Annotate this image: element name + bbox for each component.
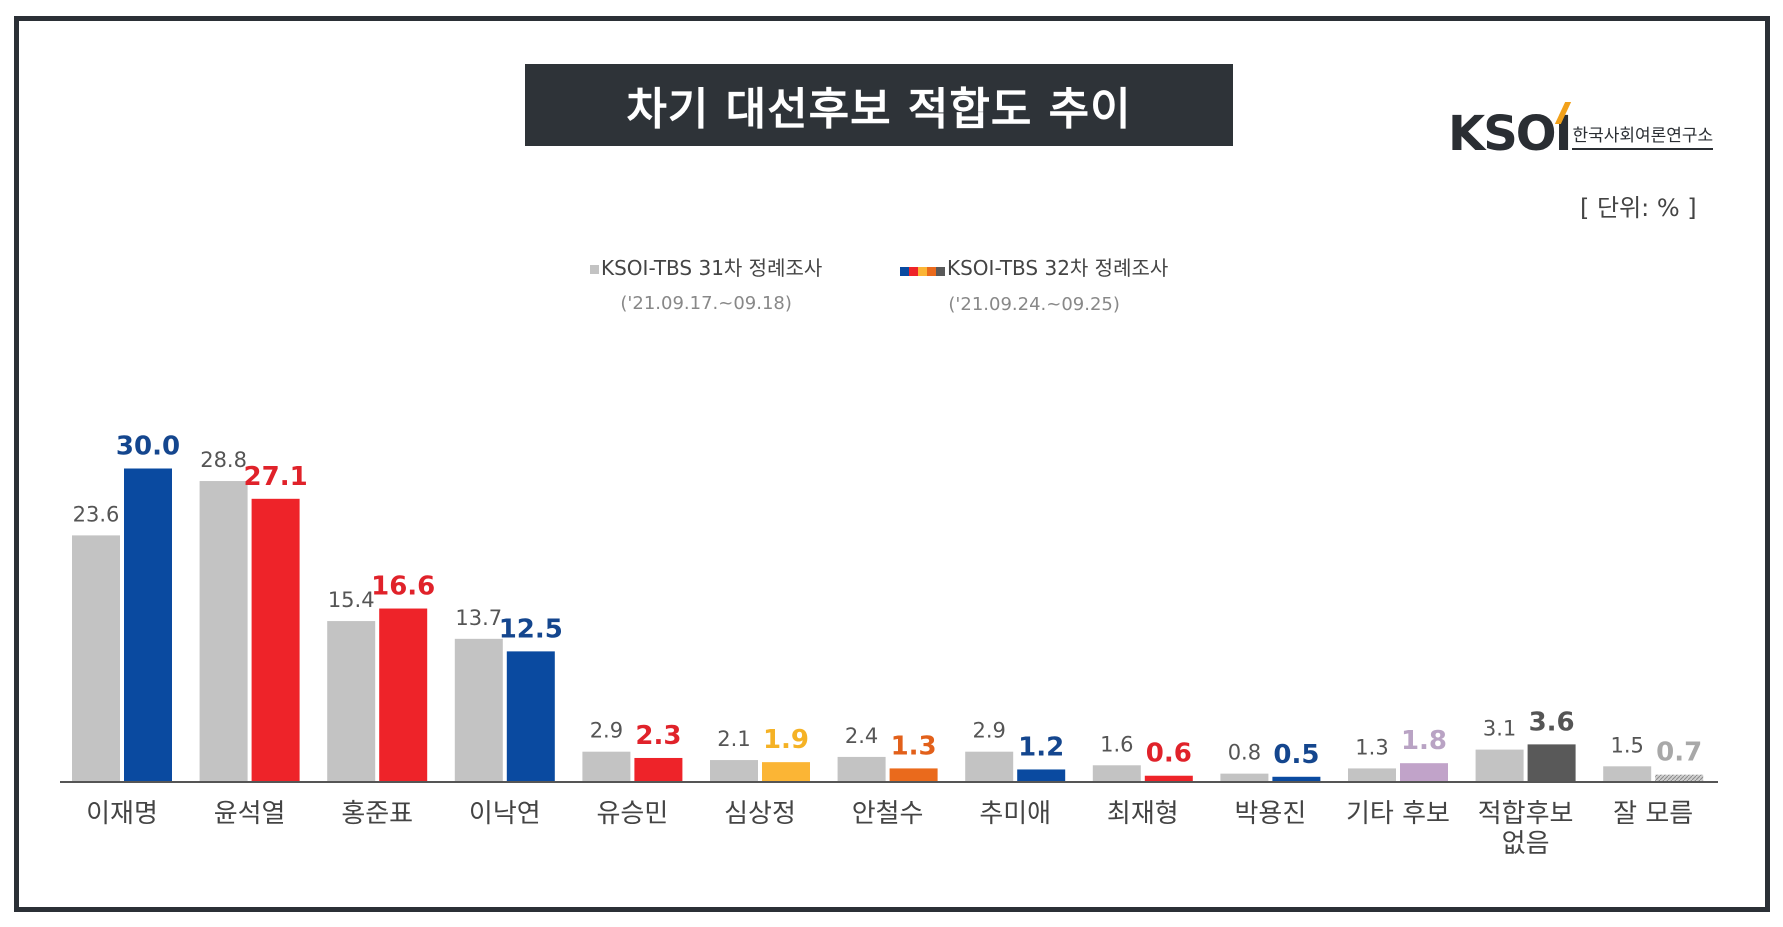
value-label-32-6: 1.3 [891, 731, 937, 761]
bar-32-0 [124, 468, 172, 782]
legend-date-31: ('21.09.17.~09.18) [620, 293, 792, 314]
value-label-32-9: 0.5 [1273, 740, 1319, 770]
bar-31-5 [710, 760, 758, 782]
category-label-2: 홍준표 [341, 799, 413, 829]
legend-label-32: KSOI-TBS 32차 정례조사 [947, 256, 1169, 280]
value-label-31-12: 1.5 [1610, 733, 1643, 757]
category-label-1: 윤석열 [214, 799, 286, 829]
legend-swatch-gray-icon [590, 265, 599, 274]
value-label-31-1: 28.8 [200, 448, 247, 472]
bar-32-8 [1144, 775, 1193, 782]
logo-mark: KSOI [1448, 106, 1572, 162]
category-label-0: 이재명 [86, 799, 158, 829]
legend-swatch-multicolor-icon [900, 258, 947, 282]
bar-32-9 [1272, 776, 1321, 782]
bar-31-2 [327, 621, 376, 782]
value-label-31-10: 1.3 [1355, 735, 1388, 759]
value-label-32-1: 27.1 [244, 462, 308, 492]
value-label-31-9: 0.8 [1228, 741, 1261, 765]
legend-date-32: ('21.09.24.~09.25) [948, 293, 1120, 315]
bar-32-1 [251, 498, 300, 782]
value-label-31-11: 3.1 [1483, 717, 1516, 741]
category-label-5: 심상정 [724, 799, 796, 829]
category-label-11: 적합후보 [1478, 799, 1574, 829]
ksoi-logo: KSOI 한국사회여론연구소 [1448, 88, 1714, 162]
chart-title-box: 차기 대선후보 적합도 추이 [525, 64, 1233, 146]
bar-31-9 [1220, 773, 1269, 782]
logo-subtitle: 한국사회여론연구소 [1572, 121, 1714, 150]
category-label-12: 잘 모름 [1613, 799, 1693, 829]
legend-entry-31: KSOI-TBS 31차 정례조사 ('21.09.17.~09.18) [590, 252, 822, 314]
value-label-32-4: 2.3 [635, 721, 681, 751]
bar-32-11 [1527, 744, 1576, 782]
value-label-31-6: 2.4 [845, 724, 878, 748]
bar-31-0 [72, 535, 120, 782]
bar-32-2 [379, 608, 428, 782]
category-label-7: 추미애 [979, 799, 1051, 829]
value-label-32-7: 1.2 [1018, 732, 1064, 762]
bar-32-5 [762, 762, 810, 782]
bar-31-3 [454, 638, 503, 782]
value-label-32-10: 1.8 [1401, 726, 1447, 756]
legend-label-31: KSOI-TBS 31차 정례조사 [601, 256, 823, 280]
bar-31-12 [1603, 766, 1652, 782]
bar-32-6 [889, 768, 938, 782]
bar-32-3 [506, 651, 555, 782]
unit-label: [ 단위: % ] [1580, 194, 1697, 222]
value-label-32-5: 1.9 [763, 725, 809, 755]
value-label-31-8: 1.6 [1100, 732, 1133, 756]
value-label-32-12: 0.7 [1656, 738, 1702, 768]
bar-32-7 [1017, 769, 1066, 782]
legend-entry-32: KSOI-TBS 32차 정례조사 ('21.09.24.~09.25) [900, 252, 1168, 315]
value-label-32-3: 12.5 [499, 614, 563, 644]
category-label-10: 기타 후보 [1346, 799, 1450, 829]
value-label-32-0: 30.0 [116, 432, 180, 462]
value-label-32-11: 3.6 [1529, 707, 1575, 737]
category-label-6: 안철수 [852, 799, 924, 829]
value-label-31-2: 15.4 [328, 588, 375, 612]
value-label-31-5: 2.1 [717, 727, 750, 751]
bar-31-7 [965, 751, 1014, 782]
bar-31-11 [1475, 749, 1524, 782]
category-label-4: 유승민 [597, 799, 669, 829]
value-label-32-2: 16.6 [371, 572, 435, 602]
bar-32-12 [1655, 774, 1704, 782]
value-label-31-3: 13.7 [455, 606, 502, 630]
value-label-31-4: 2.9 [590, 719, 623, 743]
chart-title: 차기 대선후보 적합도 추이 [626, 84, 1132, 135]
bar-32-4 [634, 757, 683, 782]
bar-31-4 [582, 751, 631, 782]
value-label-31-7: 2.9 [972, 719, 1005, 743]
category-label-8: 최재형 [1107, 799, 1179, 829]
value-label-31-0: 23.6 [73, 502, 120, 526]
value-label-32-8: 0.6 [1146, 739, 1192, 769]
bar-31-10 [1348, 768, 1396, 782]
bar-31-6 [837, 756, 886, 782]
category-label-3: 이낙연 [469, 799, 541, 829]
category-label-9: 박용진 [1235, 799, 1307, 829]
category-label-11-line1: 없음 [1502, 829, 1550, 859]
bar-31-1 [199, 481, 248, 782]
bar-31-8 [1092, 765, 1141, 782]
bar-32-10 [1400, 763, 1448, 782]
